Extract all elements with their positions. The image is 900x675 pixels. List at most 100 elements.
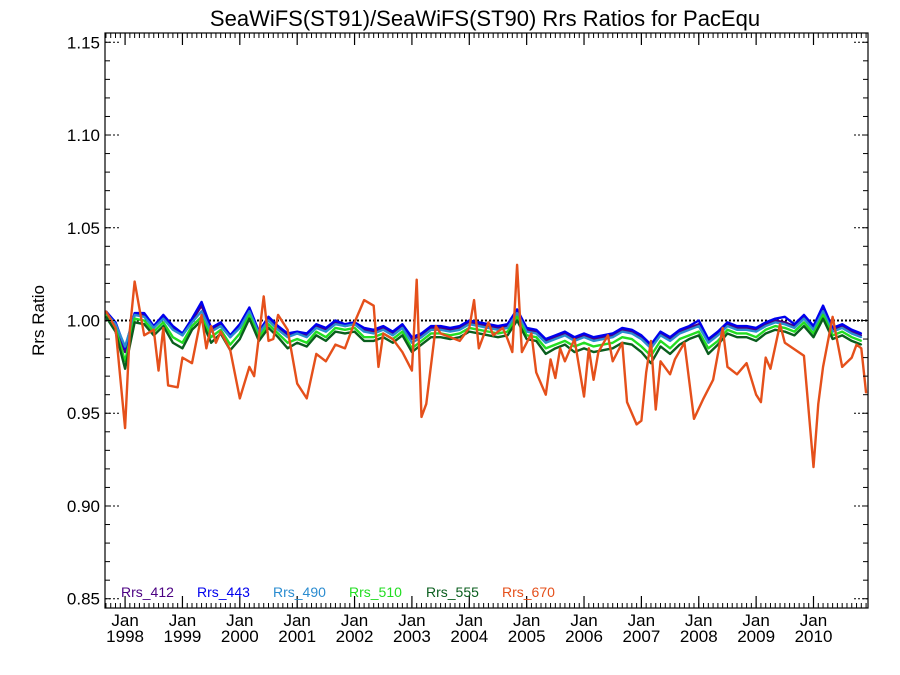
data-point	[611, 341, 614, 344]
data-point	[516, 315, 518, 318]
data-point	[554, 338, 557, 340]
data-point	[286, 341, 289, 344]
data-point	[181, 334, 184, 337]
data-point	[401, 330, 404, 333]
data-point	[855, 343, 858, 346]
series-rrs-670	[104, 263, 868, 469]
data-point	[210, 341, 212, 344]
data-point	[200, 314, 203, 316]
data-point	[621, 330, 624, 333]
data-point	[229, 343, 232, 346]
data-point	[511, 351, 514, 353]
data-point	[678, 343, 681, 346]
data-point	[439, 328, 442, 331]
data-point	[784, 330, 786, 333]
data-point	[764, 328, 767, 331]
x-tick-label-year: 2000	[221, 627, 259, 646]
data-point	[473, 299, 475, 301]
data-point	[726, 325, 729, 327]
data-point	[635, 423, 638, 426]
data-point	[262, 295, 265, 298]
data-point	[143, 334, 145, 337]
data-point	[363, 330, 365, 333]
data-point	[822, 366, 824, 368]
data-point	[239, 327, 241, 329]
data-point	[583, 336, 585, 338]
data-point	[497, 336, 499, 338]
data-point	[478, 323, 480, 326]
legend-label-rrs-490: Rrs_490	[273, 584, 326, 600]
data-point	[392, 341, 394, 344]
data-point	[372, 340, 375, 342]
data-point	[640, 419, 643, 422]
data-point	[296, 338, 298, 340]
legend-label-rrs-443: Rrs_443	[197, 584, 250, 600]
x-tick-label-month: Jan	[341, 611, 368, 630]
data-point	[325, 336, 327, 338]
axes-layer: 0.850.900.951.001.051.101.15Jan1998Jan19…	[67, 32, 869, 646]
data-point	[172, 325, 174, 327]
data-point	[382, 328, 385, 331]
data-point	[372, 336, 375, 338]
data-point	[430, 332, 432, 335]
data-point	[597, 351, 600, 353]
data-point	[583, 334, 585, 337]
data-point	[458, 325, 461, 327]
x-tick-label-year: 2001	[278, 627, 316, 646]
data-point	[860, 340, 863, 342]
data-point	[697, 319, 700, 322]
data-point	[564, 343, 566, 346]
x-tick-label-month: Jan	[628, 611, 655, 630]
data-point	[573, 338, 576, 340]
data-point	[769, 367, 772, 370]
data-point	[793, 327, 796, 329]
data-point	[344, 347, 346, 350]
x-tick-label-year: 2007	[622, 627, 660, 646]
x-tick-label-month: Jan	[685, 611, 712, 630]
data-point	[640, 338, 643, 340]
data-point	[372, 332, 375, 335]
data-point	[535, 332, 538, 335]
data-point	[172, 336, 174, 338]
y-tick-label: 1.00	[67, 312, 100, 331]
data-point	[521, 351, 523, 353]
data-point	[841, 330, 843, 333]
data-point	[162, 314, 165, 316]
data-point	[248, 314, 251, 316]
data-point	[678, 328, 681, 331]
data-point	[124, 367, 126, 370]
data-point	[315, 334, 318, 337]
data-point	[181, 356, 184, 359]
data-point	[248, 366, 251, 368]
data-point	[573, 351, 576, 353]
data-point	[157, 369, 160, 372]
data-point	[554, 336, 557, 338]
data-point	[717, 343, 719, 346]
series-line	[105, 300, 862, 350]
data-point	[200, 310, 203, 313]
data-point	[831, 338, 834, 340]
x-tick-label-month: Jan	[283, 611, 310, 630]
data-point	[133, 317, 136, 320]
data-point	[726, 332, 729, 335]
data-point	[219, 325, 222, 327]
data-point	[325, 330, 327, 333]
data-point	[430, 328, 432, 331]
data-point	[172, 341, 174, 344]
series-line	[105, 310, 862, 350]
data-point	[745, 327, 748, 329]
legend-label-rrs-510: Rrs_510	[349, 584, 402, 600]
data-point	[803, 354, 805, 357]
data-point	[784, 323, 786, 326]
data-point	[305, 341, 308, 344]
data-point	[544, 338, 547, 340]
data-point	[549, 358, 552, 361]
data-point	[831, 315, 834, 318]
data-point	[129, 328, 131, 331]
legend-label-rrs-412: Rrs_412	[121, 584, 174, 600]
x-tick-label-month: Jan	[226, 611, 253, 630]
data-point	[143, 312, 145, 314]
data-point	[430, 336, 432, 338]
data-point	[755, 340, 757, 342]
